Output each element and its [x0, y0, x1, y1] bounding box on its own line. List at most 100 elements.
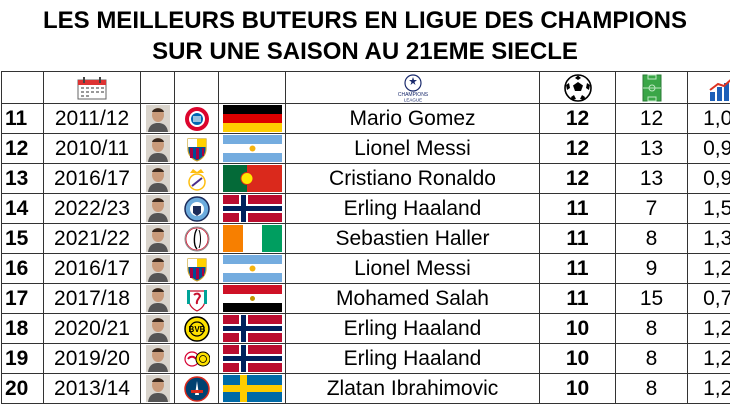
flag-cell — [218, 343, 286, 374]
flag-cell — [218, 313, 286, 344]
norway-flag-icon — [222, 195, 282, 222]
flag-cell — [218, 223, 286, 254]
bayern-crest-icon — [184, 106, 209, 131]
goals-cell: 10 — [539, 343, 616, 374]
matches-cell: 12 — [615, 103, 688, 134]
matches-cell: 15 — [615, 283, 688, 314]
ratio-cell: 1,57 — [687, 193, 730, 224]
flag-cell — [218, 103, 286, 134]
rank-cell: 19 — [1, 343, 44, 374]
matches-cell: 13 — [615, 163, 688, 194]
photo-cell — [140, 103, 175, 134]
season-cell: 2016/17 — [43, 163, 141, 194]
ratio-cell: 0,92 — [687, 163, 730, 194]
photo-cell — [140, 343, 175, 374]
goals-cell: 12 — [539, 103, 616, 134]
goals-cell: 10 — [539, 313, 616, 344]
header-rank — [1, 71, 44, 104]
header-matches — [615, 71, 688, 104]
rank-cell: 17 — [1, 283, 44, 314]
real-madrid-crest-icon — [187, 168, 206, 191]
club-cell — [174, 163, 219, 194]
argentina-flag-icon — [222, 255, 282, 282]
ratio-cell: 1,22 — [687, 253, 730, 284]
svg-text:LEAGUE: LEAGUE — [403, 97, 421, 102]
champions-league-logo: CHAMPIONS LEAGUE — [397, 73, 428, 102]
header-goals — [539, 71, 616, 104]
player-photo — [145, 195, 170, 222]
club-cell — [174, 373, 219, 404]
salzburg-dortmund-crest-icon — [183, 350, 210, 367]
rank-cell: 12 — [1, 133, 44, 164]
player-photo — [145, 135, 170, 162]
club-cell — [174, 223, 219, 254]
goals-cell: 11 — [539, 193, 616, 224]
player-name-cell: Erling Haaland — [285, 193, 540, 224]
club-cell — [174, 133, 219, 164]
flag-cell — [218, 373, 286, 404]
rank-cell: 15 — [1, 223, 44, 254]
player-name-cell: Lionel Messi — [285, 253, 540, 284]
header-season — [43, 71, 141, 104]
ratio-cell: 1,00 — [687, 103, 730, 134]
man-city-crest-icon — [183, 195, 210, 222]
title-line-2: SUR UNE SAISON AU 21EME SIECLE — [152, 38, 578, 65]
goals-cell: 12 — [539, 163, 616, 194]
ratio-cell: 0,73 — [687, 283, 730, 314]
player-name-cell: Erling Haaland — [285, 343, 540, 374]
photo-cell — [140, 193, 175, 224]
header-photo — [140, 71, 175, 104]
header-flag — [218, 71, 286, 104]
photo-cell — [140, 373, 175, 404]
rank-cell: 13 — [1, 163, 44, 194]
player-photo — [145, 255, 170, 282]
header-club — [174, 71, 219, 104]
header-name: CHAMPIONS LEAGUE — [285, 71, 540, 104]
season-cell: 2019/20 — [43, 343, 141, 374]
flag-cell — [218, 253, 286, 284]
football-icon — [563, 73, 592, 102]
player-name-cell: Erling Haaland — [285, 313, 540, 344]
photo-cell — [140, 313, 175, 344]
matches-cell: 9 — [615, 253, 688, 284]
season-cell: 2013/14 — [43, 373, 141, 404]
ivory-coast-flag-icon — [222, 225, 282, 252]
liverpool-crest-icon — [186, 289, 207, 312]
season-cell: 2011/12 — [43, 103, 141, 134]
goals-cell: 12 — [539, 133, 616, 164]
player-name-cell: Mario Gomez — [285, 103, 540, 134]
flag-cell — [218, 133, 286, 164]
norway-flag-icon — [222, 315, 282, 342]
top-scorers-table: CHAMPIONS LEAGUE — [1, 71, 730, 404]
title-line-1: LES MEILLEURS BUTEURS EN LIGUE DES CHAMP… — [42, 7, 688, 34]
player-name-cell: Mohamed Salah — [285, 283, 540, 314]
photo-cell — [140, 163, 175, 194]
calendar-icon — [77, 76, 107, 99]
club-cell — [174, 193, 219, 224]
ratio-cell: 1,38 — [687, 223, 730, 254]
player-photo — [145, 225, 170, 252]
photo-cell — [140, 253, 175, 284]
season-cell: 2010/11 — [43, 133, 141, 164]
player-photo — [145, 285, 170, 312]
goals-cell: 11 — [539, 283, 616, 314]
rank-cell: 14 — [1, 193, 44, 224]
ratio-cell: 0,92 — [687, 133, 730, 164]
rank-cell: 18 — [1, 313, 44, 344]
argentina-flag-icon — [222, 135, 282, 162]
flag-cell — [218, 283, 286, 314]
season-cell: 2022/23 — [43, 193, 141, 224]
barcelona-crest-icon — [186, 257, 207, 282]
table-header-row: CHAMPIONS LEAGUE — [1, 71, 730, 104]
dortmund-crest-icon: BVB — [183, 315, 210, 342]
player-photo — [145, 345, 170, 372]
club-cell — [174, 253, 219, 284]
club-cell: BVB — [174, 313, 219, 344]
player-name-cell: Sebastien Haller — [285, 223, 540, 254]
